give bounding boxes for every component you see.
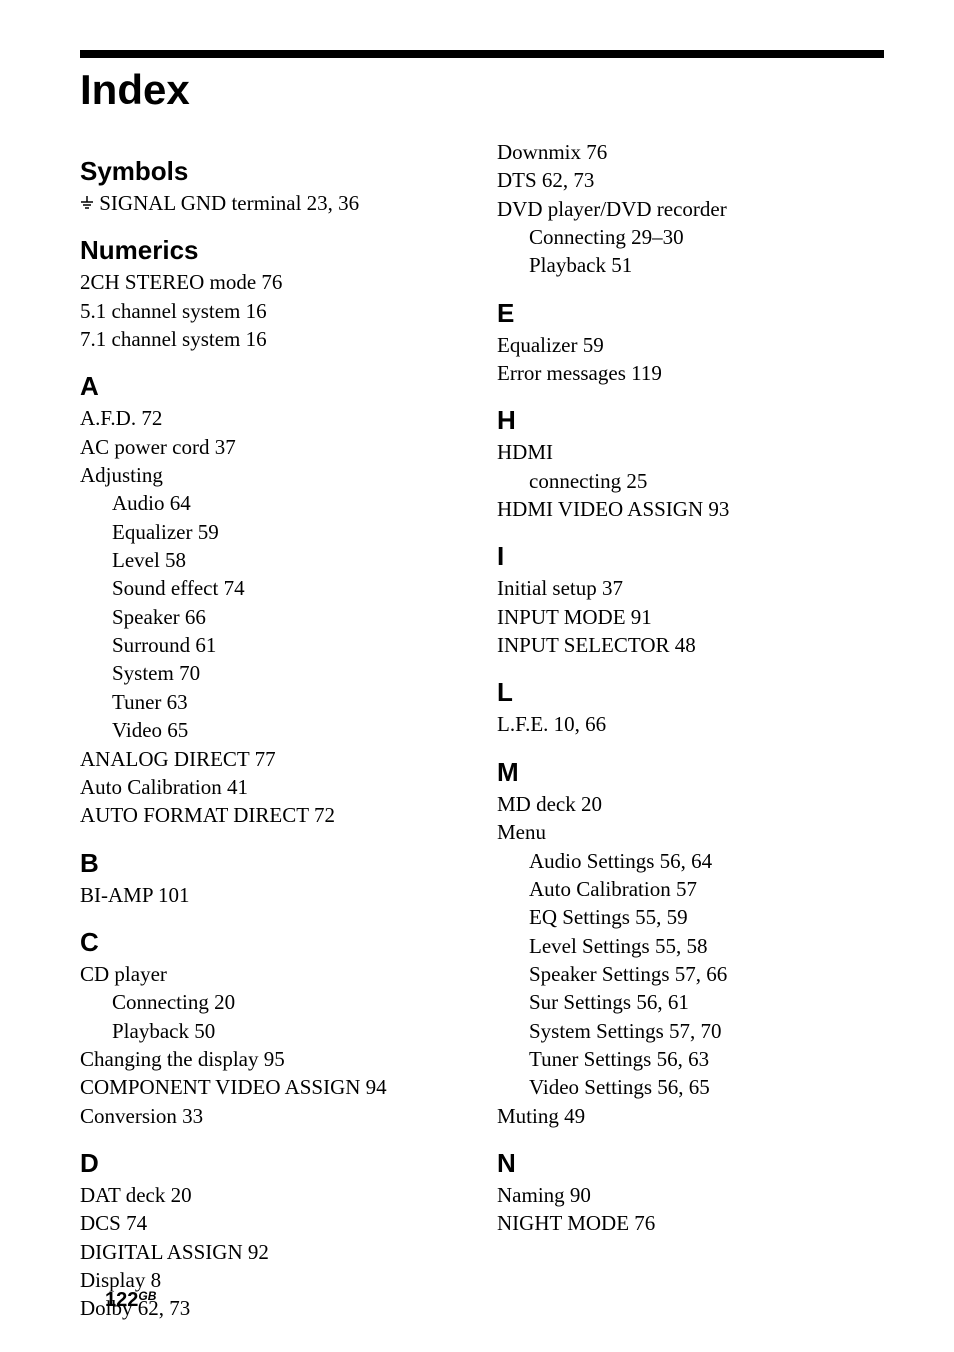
index-entry: NIGHT MODE 76 [497, 1209, 884, 1237]
index-entry: ANALOG DIRECT 77 [80, 745, 467, 773]
right-column: Downmix 76DTS 62, 73DVD player/DVD recor… [497, 138, 884, 1323]
index-entry: HDMI [497, 438, 884, 466]
index-entry: Auto Calibration 41 [80, 773, 467, 801]
index-entry: Playback 50 [80, 1017, 467, 1045]
index-entry: 7.1 channel system 16 [80, 325, 467, 353]
index-section-head: M [497, 757, 884, 788]
index-entry: Tuner Settings 56, 63 [497, 1045, 884, 1073]
index-entry: System 70 [80, 659, 467, 687]
index-entry: Initial setup 37 [497, 574, 884, 602]
index-entry: SIGNAL GND terminal 23, 36 [80, 189, 467, 217]
index-entry: Speaker Settings 57, 66 [497, 960, 884, 988]
index-entry: Level Settings 55, 58 [497, 932, 884, 960]
index-columns: Symbols SIGNAL GND terminal 23, 36 Numeri… [80, 138, 884, 1323]
index-entry: Surround 61 [80, 631, 467, 659]
index-section-head: A [80, 371, 467, 402]
index-entry: 2CH STEREO mode 76 [80, 268, 467, 296]
index-entry: System Settings 57, 70 [497, 1017, 884, 1045]
page-footer: 122GB [105, 1289, 156, 1312]
index-entry: DAT deck 20 [80, 1181, 467, 1209]
index-entry: Muting 49 [497, 1102, 884, 1130]
index-section-head: H [497, 405, 884, 436]
index-entry: AUTO FORMAT DIRECT 72 [80, 801, 467, 829]
index-entry: Speaker 66 [80, 603, 467, 631]
index-section-head: Numerics [80, 235, 467, 266]
index-entry: Level 58 [80, 546, 467, 574]
index-entry: Changing the display 95 [80, 1045, 467, 1073]
index-entry: EQ Settings 55, 59 [497, 903, 884, 931]
index-section-head: C [80, 927, 467, 958]
index-entry: A.F.D. 72 [80, 404, 467, 432]
index-entry: Downmix 76 [497, 138, 884, 166]
index-entry: Tuner 63 [80, 688, 467, 716]
index-entry: DIGITAL ASSIGN 92 [80, 1238, 467, 1266]
index-entry: 5.1 channel system 16 [80, 297, 467, 325]
left-column: Symbols SIGNAL GND terminal 23, 36 Numeri… [80, 138, 467, 1323]
index-entry: HDMI VIDEO ASSIGN 93 [497, 495, 884, 523]
index-entry: connecting 25 [497, 467, 884, 495]
ground-icon [80, 189, 94, 217]
index-entry: CD player [80, 960, 467, 988]
index-entry: Sur Settings 56, 61 [497, 988, 884, 1016]
index-entry: Equalizer 59 [80, 518, 467, 546]
index-entry: Audio 64 [80, 489, 467, 517]
index-entry: Connecting 20 [80, 988, 467, 1016]
index-entry: Video Settings 56, 65 [497, 1073, 884, 1101]
index-entry: Adjusting [80, 461, 467, 489]
index-entry: Audio Settings 56, 64 [497, 847, 884, 875]
top-divider-bar [80, 50, 884, 58]
index-entry: Equalizer 59 [497, 331, 884, 359]
index-entry: Auto Calibration 57 [497, 875, 884, 903]
page-title: Index [80, 66, 884, 114]
index-entry: INPUT SELECTOR 48 [497, 631, 884, 659]
index-entry: Sound effect 74 [80, 574, 467, 602]
index-entry: MD deck 20 [497, 790, 884, 818]
index-entry: Playback 51 [497, 251, 884, 279]
index-entry: DVD player/DVD recorder [497, 195, 884, 223]
index-section-head: B [80, 848, 467, 879]
index-section-head: N [497, 1148, 884, 1179]
index-entry: AC power cord 37 [80, 433, 467, 461]
index-entry: INPUT MODE 91 [497, 603, 884, 631]
index-entry: Naming 90 [497, 1181, 884, 1209]
index-entry: DTS 62, 73 [497, 166, 884, 194]
index-section-head: Symbols [80, 156, 467, 187]
index-entry: DCS 74 [80, 1209, 467, 1237]
index-entry: COMPONENT VIDEO ASSIGN 94 [80, 1073, 467, 1101]
index-entry: BI-AMP 101 [80, 881, 467, 909]
index-entry: Connecting 29–30 [497, 223, 884, 251]
index-section-head: D [80, 1148, 467, 1179]
index-entry: Conversion 33 [80, 1102, 467, 1130]
index-entry: L.F.E. 10, 66 [497, 710, 884, 738]
index-section-head: E [497, 298, 884, 329]
index-entry: Video 65 [80, 716, 467, 744]
page-number-suffix: GB [138, 1289, 156, 1303]
index-section-head: L [497, 677, 884, 708]
index-entry: Menu [497, 818, 884, 846]
index-entry: Error messages 119 [497, 359, 884, 387]
page-number: 122 [105, 1289, 138, 1311]
index-section-head: I [497, 541, 884, 572]
